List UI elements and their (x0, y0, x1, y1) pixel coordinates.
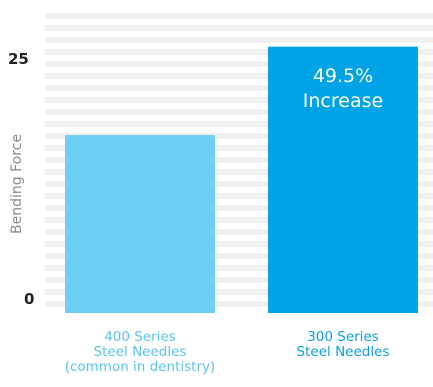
gridline-1 (45, 25, 433, 31)
gridline-7 (45, 97, 433, 103)
bar-1 (268, 46, 418, 314)
gridlines (45, 13, 433, 307)
category-label-1-line-0: 300 Series (307, 329, 379, 345)
y-tick-0: 0 (24, 290, 34, 308)
gridline-14 (45, 181, 433, 187)
gridline-21 (45, 265, 433, 271)
gridline-8 (45, 109, 433, 115)
y-tick-25: 25 (8, 50, 29, 68)
gridline-3 (45, 49, 433, 55)
annotation-line-2: Increase (303, 90, 383, 112)
gridline-17 (45, 217, 433, 223)
bars (65, 46, 418, 314)
gridline-10 (45, 133, 433, 139)
gridline-4 (45, 61, 433, 67)
gridline-20 (45, 253, 433, 259)
gridline-23 (45, 289, 433, 295)
gridline-13 (45, 169, 433, 175)
gridline-24 (45, 301, 433, 307)
gridline-19 (45, 241, 433, 247)
bar-0 (65, 135, 215, 313)
annotation-line-1: 49.5% (313, 65, 373, 87)
gridline-11 (45, 145, 433, 151)
bar-annotation: 49.5% Increase (303, 65, 383, 112)
category-label-0-line-1: Steel Needles (94, 344, 187, 360)
gridline-16 (45, 205, 433, 211)
gridline-15 (45, 193, 433, 199)
gridline-2 (45, 37, 433, 43)
gridline-22 (45, 277, 433, 283)
gridline-0 (45, 13, 433, 19)
y-axis-label: Bending Force (9, 134, 25, 234)
gridline-12 (45, 157, 433, 163)
gridline-6 (45, 85, 433, 91)
category-label-1-line-1: Steel Needles (297, 344, 390, 360)
category-label-0-line-2: (common in dentistry) (65, 359, 216, 375)
gridline-18 (45, 229, 433, 235)
gridline-5 (45, 73, 433, 79)
category-label-0-line-0: 400 Series (104, 329, 176, 345)
gridline-9 (45, 121, 433, 127)
